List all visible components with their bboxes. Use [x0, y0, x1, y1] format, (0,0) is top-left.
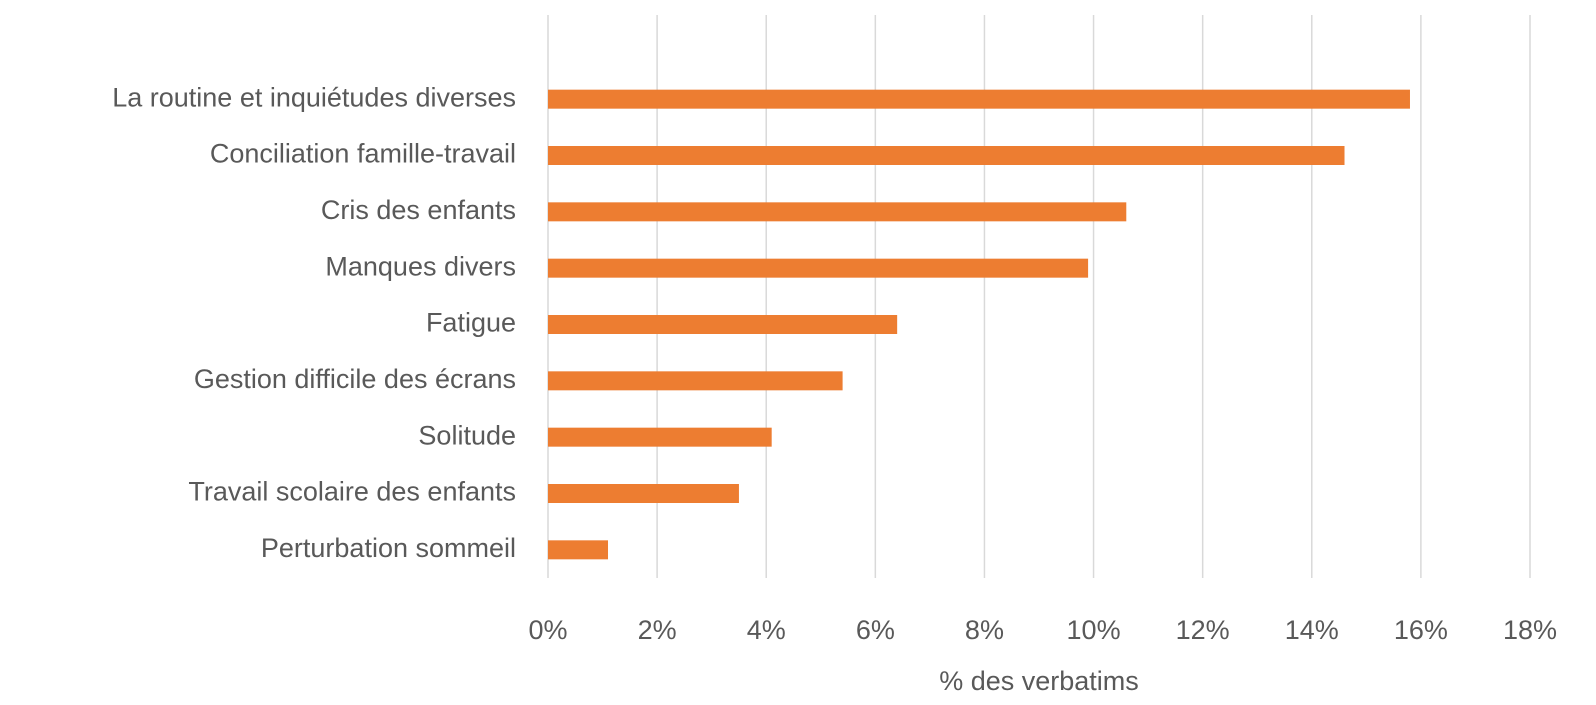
y-tick-label: Cris des enfants — [321, 195, 516, 225]
y-tick-label: Perturbation sommeil — [261, 533, 516, 563]
y-tick-label: Conciliation famille-travail — [210, 139, 516, 169]
bar — [548, 315, 898, 334]
bar — [548, 427, 772, 447]
y-tick-label: Solitude — [418, 420, 516, 450]
y-tick-label: Travail scolaire des enfants — [188, 477, 516, 507]
x-tick-label: 16% — [1394, 615, 1448, 645]
y-tick-label: La routine et inquiétudes diverses — [112, 82, 516, 112]
x-tick-label: 2% — [638, 615, 677, 645]
x-tick-label: 18% — [1503, 615, 1557, 645]
bar — [548, 540, 609, 560]
bar — [548, 484, 739, 503]
y-tick-label: Manques divers — [325, 251, 516, 281]
x-axis-label: % des verbatims — [939, 666, 1139, 696]
x-tick-label: 10% — [1067, 615, 1121, 645]
bar — [548, 89, 1410, 109]
x-tick-label: 14% — [1285, 615, 1339, 645]
y-tick-label: Gestion difficile des écrans — [194, 364, 516, 394]
x-tick-label: 0% — [528, 615, 567, 645]
bar — [548, 371, 843, 391]
y-tick-label: Fatigue — [426, 308, 516, 338]
bar — [548, 146, 1345, 165]
bar — [548, 202, 1127, 222]
x-tick-label: 8% — [965, 615, 1004, 645]
x-tick-label: 4% — [747, 615, 786, 645]
bar — [548, 258, 1089, 278]
x-tick-label: 12% — [1176, 615, 1230, 645]
x-tick-label: 6% — [856, 615, 895, 645]
